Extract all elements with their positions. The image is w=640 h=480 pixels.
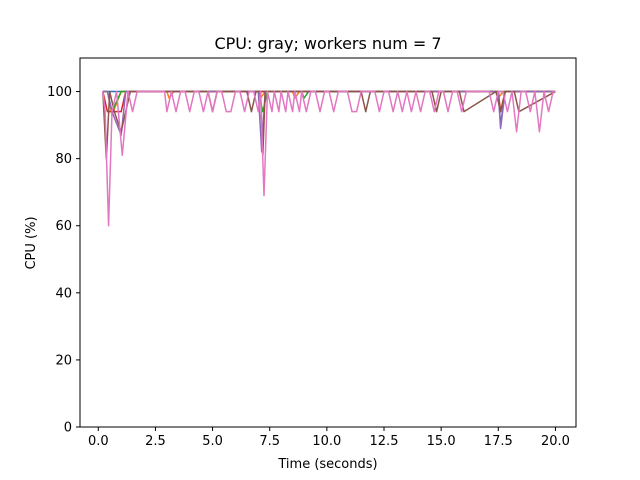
chart-title: CPU: gray; workers num = 7 <box>214 34 441 53</box>
x-tick-label: 17.5 <box>484 434 513 449</box>
x-tick-label: 20.0 <box>541 434 570 449</box>
y-tick-label: 60 <box>55 219 72 234</box>
x-tick-label: 2.5 <box>145 434 166 449</box>
x-tick-label: 5.0 <box>202 434 223 449</box>
y-axis-title: CPU (%) <box>24 216 39 269</box>
series-line-6 <box>102 90 556 160</box>
series-layer <box>102 90 556 227</box>
x-tick-label: 7.5 <box>259 434 280 449</box>
x-axis: 0.0 2.5 5.0 7.5 10.0 12.5 15.0 17.5 20.0 <box>88 427 570 449</box>
plot-frame <box>79 57 577 428</box>
x-tick-label: 15.0 <box>427 434 456 449</box>
y-tick-label: 0 <box>64 421 72 436</box>
x-axis-title: Time (seconds) <box>277 457 377 472</box>
y-axis: 0 20 40 60 80 100 <box>47 85 80 436</box>
x-tick-label: 10.0 <box>312 434 341 449</box>
x-tick-label: 12.5 <box>370 434 399 449</box>
y-tick-label: 80 <box>55 152 72 167</box>
series-line-5 <box>102 90 556 153</box>
series-line-7 <box>102 90 556 227</box>
y-tick-label: 100 <box>47 85 72 100</box>
y-tick-label: 40 <box>55 286 72 301</box>
x-tick-label: 0.0 <box>88 434 109 449</box>
y-tick-label: 20 <box>55 353 72 368</box>
